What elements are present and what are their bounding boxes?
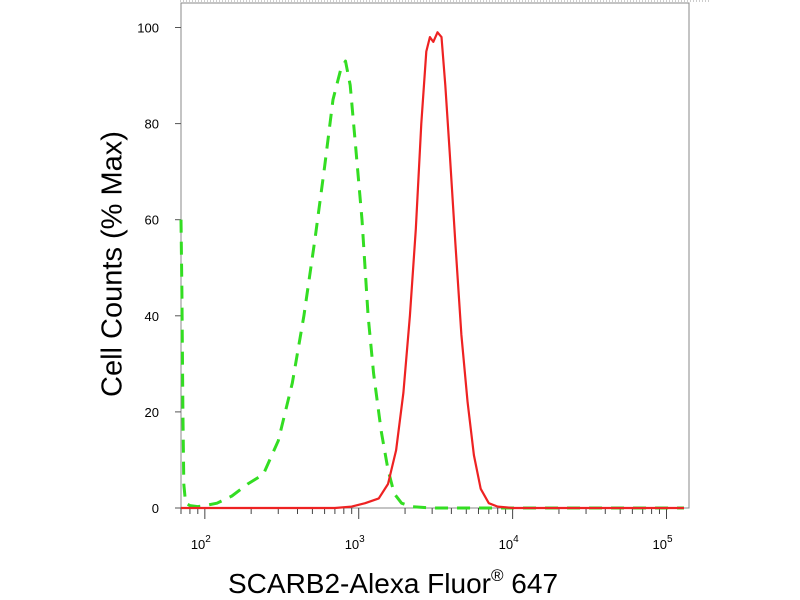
x-axis-label: SCARB2-Alexa Fluor® 647 — [228, 566, 558, 600]
x-axis-label-suffix: 647 — [503, 568, 559, 599]
y-tick-label: 40 — [145, 309, 159, 324]
x-axis-label-text: SCARB2-Alexa Fluor — [228, 568, 491, 599]
x-tick-label: 105 — [652, 534, 672, 552]
plot-frame — [180, 2, 690, 509]
y-tick-label: 0 — [152, 501, 159, 516]
series-line-1 — [179, 59, 684, 510]
registered-mark: ® — [490, 566, 504, 585]
x-axis: 102 103 104 105 — [180, 508, 673, 552]
y-tick-label: 20 — [145, 405, 159, 420]
series-line-2 — [181, 31, 684, 510]
x-tick-label: 104 — [499, 534, 519, 552]
y-tick-label: 60 — [145, 213, 159, 228]
y-tick-label: 100 — [137, 21, 159, 36]
x-tick-label: 103 — [345, 534, 365, 552]
x-tick-label: 102 — [191, 534, 211, 552]
y-tick-label: 80 — [145, 117, 159, 132]
y-axis: 0 20 40 60 80 100 — [137, 21, 181, 516]
series-lines — [179, 31, 684, 510]
y-axis-label: Cell Counts (% Max) — [96, 131, 129, 397]
